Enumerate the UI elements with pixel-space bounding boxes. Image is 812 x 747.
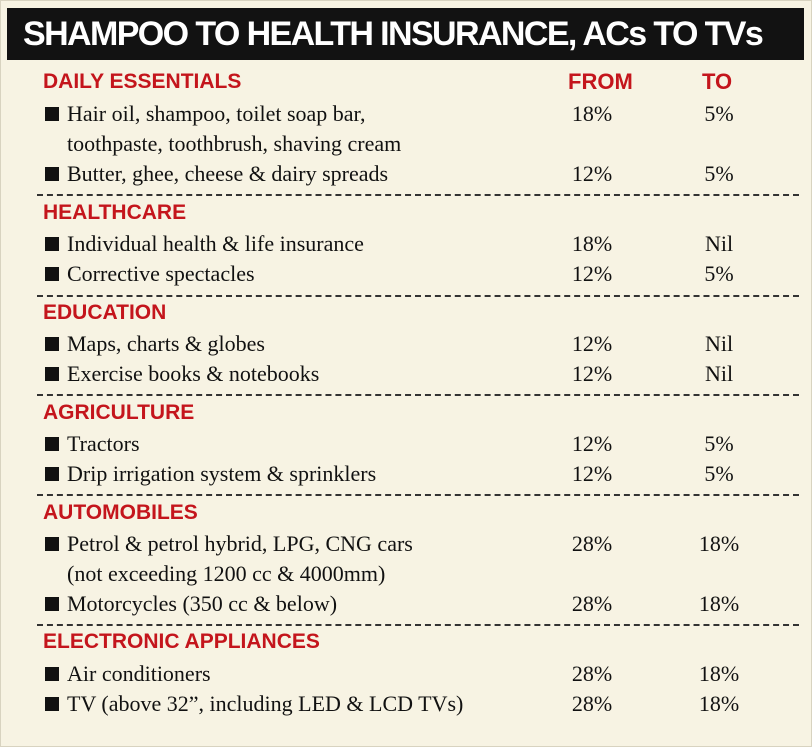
item-label: Maps, charts & globes <box>67 331 265 356</box>
to-rate: 18% <box>698 691 740 716</box>
square-bullet-icon <box>45 367 59 381</box>
to-rate: 18% <box>698 591 740 616</box>
square-bullet-icon <box>45 107 59 121</box>
to-rate: 5% <box>704 161 734 186</box>
section-title: DAILY ESSENTIALS <box>43 70 242 93</box>
section-divider <box>37 194 799 196</box>
item-label: Petrol & petrol hybrid, LPG, CNG cars (n… <box>67 531 413 586</box>
to-rate: 18% <box>698 661 740 686</box>
square-bullet-icon <box>45 167 59 181</box>
to-rate: 5% <box>704 101 734 126</box>
to-column-header: TO <box>702 69 733 94</box>
from-rate: 18% <box>571 101 613 126</box>
section-title: ELECTRONIC APPLIANCES <box>43 630 320 653</box>
square-bullet-icon <box>45 237 59 251</box>
from-rate: 12% <box>571 331 613 356</box>
header-banner: SHAMPOO TO HEALTH INSURANCE, ACs TO TVs <box>7 8 804 60</box>
section-divider <box>37 295 799 297</box>
item-label: Motorcycles (350 cc & below) <box>67 591 338 616</box>
from-rate: 28% <box>571 691 613 716</box>
square-bullet-icon <box>45 597 59 611</box>
square-bullet-icon <box>45 267 59 281</box>
to-rate: Nil <box>704 231 734 256</box>
from-rate: 18% <box>571 231 613 256</box>
section-divider <box>37 494 799 496</box>
to-rate: 5% <box>704 261 734 286</box>
square-bullet-icon <box>45 667 59 681</box>
section-title: EDUCATION <box>43 301 167 324</box>
item-label: Butter, ghee, cheese & dairy spreads <box>67 161 389 186</box>
item-label: Air conditioners <box>67 661 211 686</box>
item-label: Individual health & life insurance <box>67 231 364 256</box>
item-label: Hair oil, shampoo, toilet soap bar, toot… <box>67 101 402 156</box>
item-label: Drip irrigation system & sprinklers <box>67 461 377 486</box>
from-rate: 28% <box>571 591 613 616</box>
square-bullet-icon <box>45 337 59 351</box>
section-title: HEALTHCARE <box>43 201 187 224</box>
from-rate: 12% <box>571 461 613 486</box>
item-label: TV (above 32”, including LED & LCD TVs) <box>67 691 464 716</box>
from-rate: 12% <box>571 261 613 286</box>
to-rate: 5% <box>704 431 734 456</box>
square-bullet-icon <box>45 467 59 481</box>
item-label: Corrective spectacles <box>67 261 255 286</box>
page-title: SHAMPOO TO HEALTH INSURANCE, ACs TO TVs <box>23 15 764 53</box>
section-divider <box>37 394 799 396</box>
to-rate: 5% <box>704 461 734 486</box>
square-bullet-icon <box>45 437 59 451</box>
from-rate: 12% <box>571 361 613 386</box>
square-bullet-icon <box>45 537 59 551</box>
section-title: AUTOMOBILES <box>43 501 198 524</box>
section-title: AGRICULTURE <box>43 401 195 424</box>
to-rate: Nil <box>704 361 734 386</box>
from-rate: 12% <box>571 431 613 456</box>
to-rate: Nil <box>704 331 734 356</box>
square-bullet-icon <box>45 697 59 711</box>
from-rate: 28% <box>571 531 613 556</box>
from-rate: 28% <box>571 661 613 686</box>
to-rate: 18% <box>698 531 740 556</box>
item-label: Tractors <box>67 431 140 456</box>
from-rate: 12% <box>571 161 613 186</box>
item-label: Exercise books & notebooks <box>67 361 320 386</box>
section-divider <box>37 624 799 626</box>
from-column-header: FROM <box>568 69 633 94</box>
